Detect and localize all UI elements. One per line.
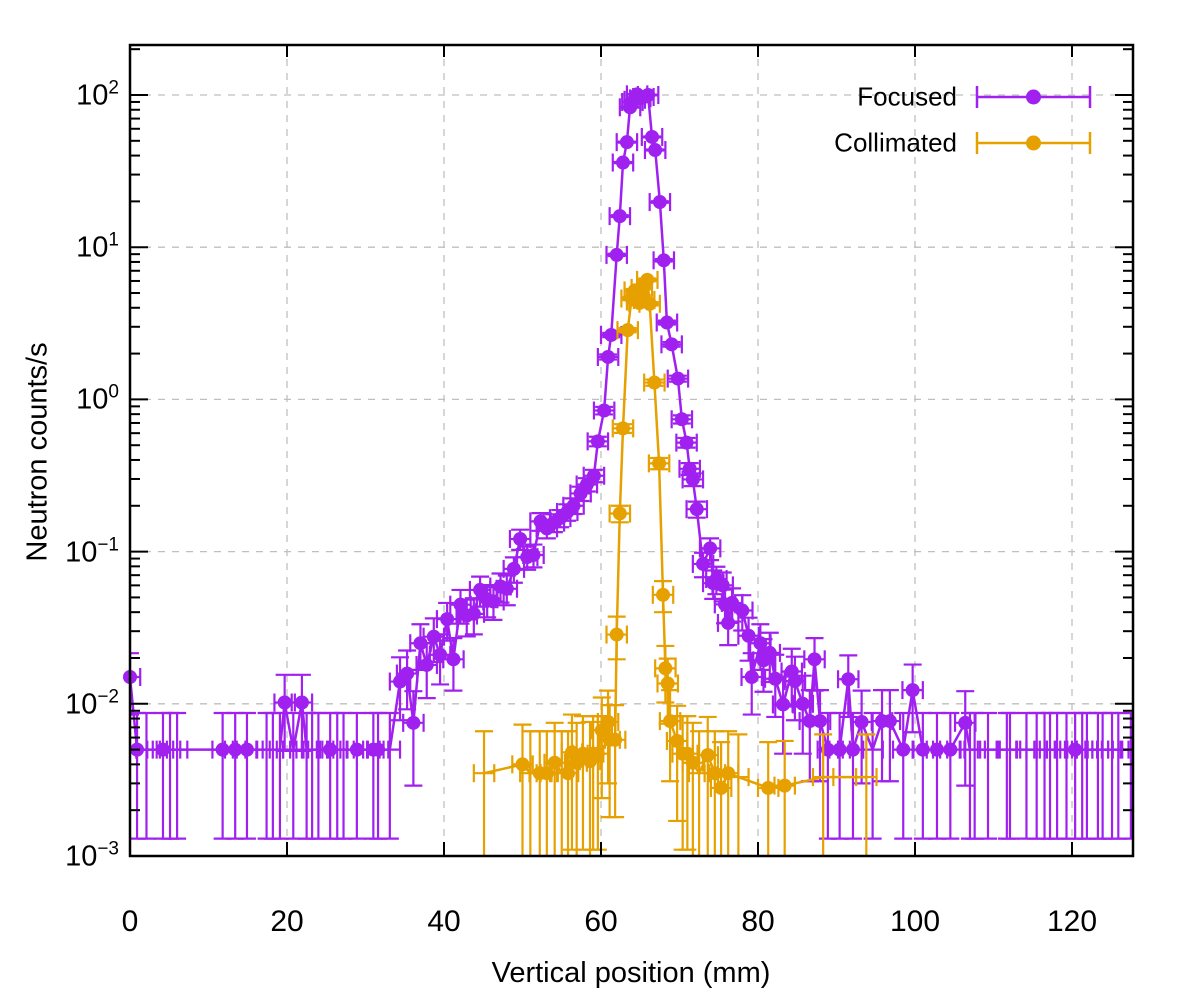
y-tick-label-1e2: 102 [76, 77, 119, 112]
y-tick-label-1e1: 101 [76, 229, 119, 264]
legend-label-focused: Focused [857, 81, 957, 112]
x-tick-label-80: 80 [741, 905, 775, 938]
axis-frame [128, 43, 1135, 858]
x-tick-label-20: 20 [270, 905, 304, 938]
y-tick-label-1e-3: 10−3 [65, 838, 119, 873]
y-tick-label-1e-2: 10−2 [65, 686, 119, 721]
y-tick-label-1e0: 100 [76, 382, 119, 416]
legend-sample-collimated [975, 132, 1092, 154]
series-collimated [472, 270, 878, 857]
x-tick-label-100: 100 [889, 905, 941, 938]
y-axis-title: Neutron counts/s [21, 342, 54, 562]
x-tick-label-40: 40 [427, 905, 461, 938]
series-focused [123, 85, 1133, 840]
legend-label-collimated: Collimated [834, 127, 957, 158]
legend-sample-focused [975, 86, 1092, 108]
x-tick-label-60: 60 [584, 905, 618, 938]
y-tick-label-1e-1: 10−1 [65, 534, 119, 568]
x-tick-label-0: 0 [121, 905, 139, 938]
axis-ticks [129, 45, 1133, 857]
x-axis-title: Vertical position (mm) [491, 957, 771, 989]
x-tick-label-120: 120 [1046, 905, 1098, 938]
